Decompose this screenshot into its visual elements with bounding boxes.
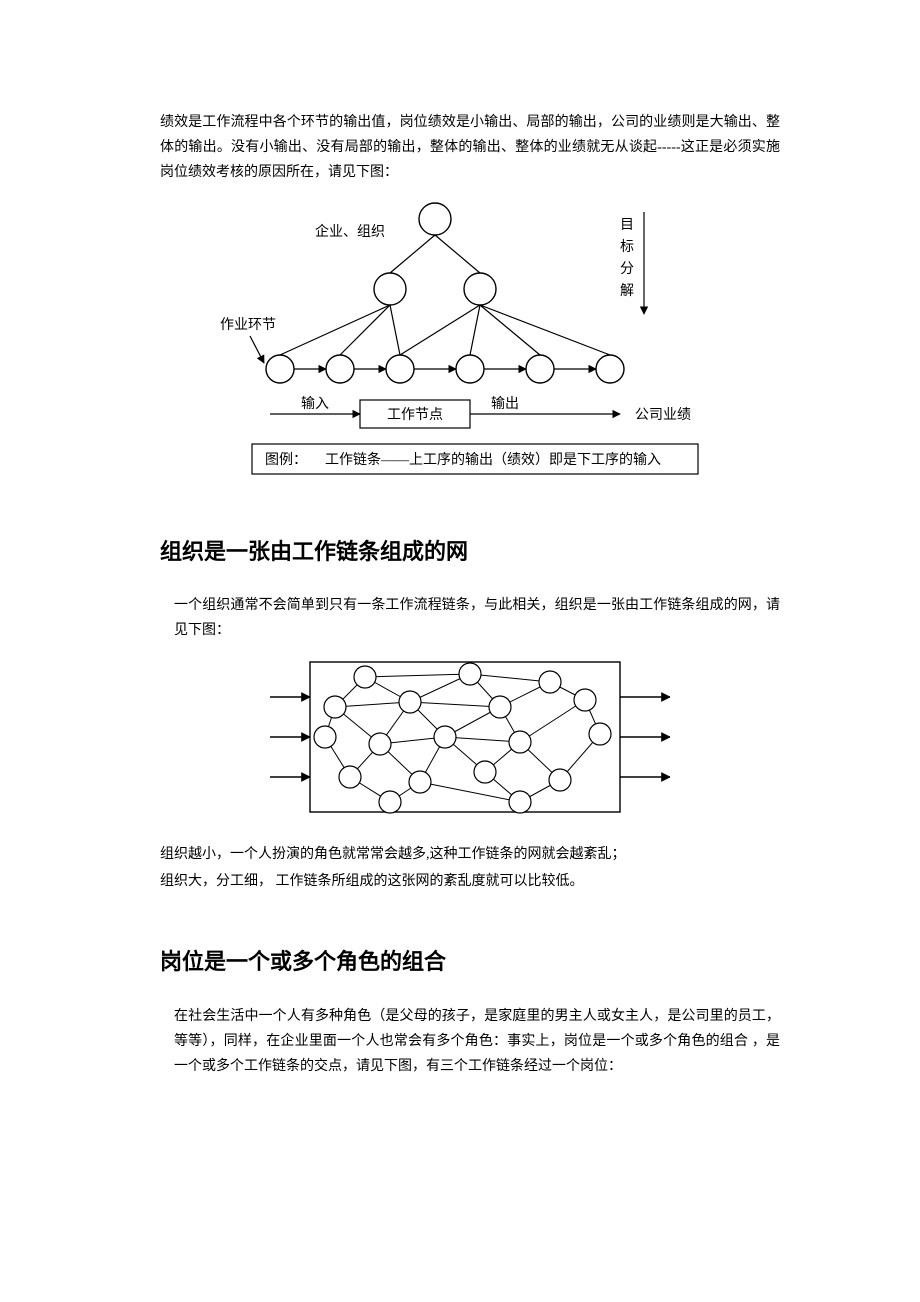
svg-text:标: 标 xyxy=(620,239,634,255)
svg-text:企业、组织: 企业、组织 xyxy=(315,223,385,240)
diagram1-svg: 企业、组织 目标分解作业环节输入工作节点 输出公司业绩图例： 工作链条——上工序的输出… xyxy=(220,194,720,484)
diagram2-svg xyxy=(270,652,670,822)
svg-text:作业环节: 作业环节 xyxy=(220,317,276,333)
network-note-2: 组织大，分工细， 工作链条所组成的这张网的紊乱度就可以比较低。 xyxy=(160,869,780,894)
svg-text:工作节点: 工作节点 xyxy=(387,407,443,423)
svg-text:输出: 输出 xyxy=(491,396,519,412)
svg-text:目: 目 xyxy=(620,218,634,233)
diagram-network xyxy=(160,652,780,822)
document-page: 绩效是工作流程中各个环节的输出值，岗位绩效是小输出、局部的输出，公司的业绩则是大… xyxy=(0,0,920,1147)
svg-text:解: 解 xyxy=(620,283,634,299)
diagram-tree-chain: 企业、组织 目标分解作业环节输入工作节点 输出公司业绩图例： 工作链条——上工序的输出… xyxy=(160,194,780,484)
svg-text:输入: 输入 xyxy=(301,396,329,412)
network-intro-paragraph: 一个组织通常不会简单到只有一条工作流程链条，与此相关，组织是一张由工作链条组成的… xyxy=(160,593,780,643)
svg-text:分: 分 xyxy=(620,261,634,277)
heading-role: 岗位是一个或多个角色的组合 xyxy=(160,942,780,982)
svg-text:图例：: 图例： xyxy=(265,452,307,468)
role-paragraph: 在社会生活中一个人有多种角色（是父母的孩子，是家庭里的男主人或女主人，是公司里的… xyxy=(160,1004,780,1080)
heading-network: 组织是一张由工作链条组成的网 xyxy=(160,532,780,572)
svg-text:公司业绩: 公司业绩 xyxy=(635,407,691,423)
network-note-1: 组织越小，一个人扮演的角色就常常会越多,这种工作链条的网就会越紊乱； xyxy=(160,842,780,867)
intro-paragraph: 绩效是工作流程中各个环节的输出值，岗位绩效是小输出、局部的输出，公司的业绩则是大… xyxy=(160,110,780,186)
svg-text:工作链条——上工序的输出（绩效）即是下工序的输入: 工作链条——上工序的输出（绩效）即是下工序的输入 xyxy=(325,451,661,468)
